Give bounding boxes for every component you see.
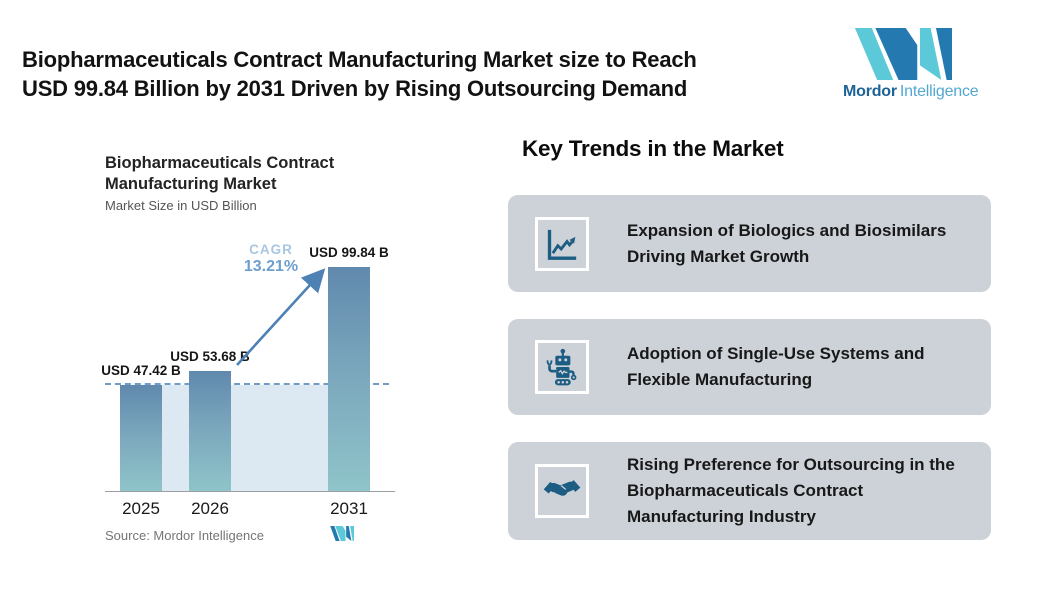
bar xyxy=(328,267,370,491)
source-text: Source: Mordor Intelligence xyxy=(105,528,264,543)
brand-name-bold: Mordor xyxy=(843,83,897,100)
trends-heading: Key Trends in the Market xyxy=(522,136,784,161)
chart-title: Biopharmaceuticals Contract Manufacturin… xyxy=(105,153,334,195)
trend-card-text: Expansion of Biologics and Biosimilars D… xyxy=(627,220,947,266)
cagr-label: CAGR xyxy=(249,242,293,257)
trend-card: Expansion of Biologics and Biosimilars D… xyxy=(508,195,991,292)
x-axis-label: 2031 xyxy=(330,499,368,518)
trend-card: Adoption of Single-Use Systems and Flexi… xyxy=(508,319,991,415)
trend-card: Rising Preference for Outsourcing in the… xyxy=(508,442,991,540)
mordor-logo-icon xyxy=(854,28,952,80)
chart-title-line1: Biopharmaceuticals Contract xyxy=(105,154,335,172)
plot-area: USD 47.42 B 2025 USD 53.68 B 2026 USD 99… xyxy=(101,240,395,518)
trend-icon-box xyxy=(535,340,589,394)
trend-chart-icon xyxy=(547,229,577,260)
cagr-annotation: CAGR 13.21% xyxy=(225,242,317,276)
bar-value-label: USD 47.42 B xyxy=(101,363,181,378)
bar xyxy=(189,371,231,491)
page-title-line1: Biopharmaceuticals Contract Manufacturin… xyxy=(22,46,697,72)
growth-arrow-icon xyxy=(236,268,326,366)
robot-icon xyxy=(546,348,577,386)
trend-card-text: Rising Preference for Outsourcing in the… xyxy=(627,455,955,526)
bar-value-label: USD 53.68 B xyxy=(170,349,250,364)
trend-icon-box xyxy=(535,464,589,518)
trend-card-text: Adoption of Single-Use Systems and Flexi… xyxy=(627,344,925,389)
bar xyxy=(120,385,162,491)
page-title: Biopharmaceuticals Contract Manufacturin… xyxy=(22,45,697,103)
chart-subtitle: Market Size in USD Billion xyxy=(105,198,257,213)
mordor-logo-small-icon xyxy=(330,526,354,541)
brand-logo: Mordor Intelligence xyxy=(843,28,979,101)
brand-name-light: Intelligence xyxy=(899,83,979,100)
chart-title-line2: Manufacturing Market xyxy=(105,175,277,193)
cagr-value: 13.21% xyxy=(243,258,299,275)
brand-name: Mordor Intelligence xyxy=(843,83,979,101)
reference-dashed-line xyxy=(105,383,389,385)
trend-icon-box xyxy=(535,216,589,271)
x-axis-label: 2026 xyxy=(191,499,229,518)
bar-value-label: USD 99.84 B xyxy=(309,245,389,260)
page-title-line2: USD 99.84 Billion by 2031 Driven by Risi… xyxy=(22,75,688,101)
handshake-icon xyxy=(543,480,581,499)
x-axis-label: 2025 xyxy=(122,499,160,518)
